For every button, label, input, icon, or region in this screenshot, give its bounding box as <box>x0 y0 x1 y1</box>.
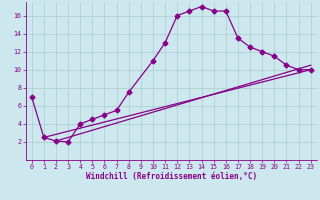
X-axis label: Windchill (Refroidissement éolien,°C): Windchill (Refroidissement éolien,°C) <box>86 172 257 181</box>
